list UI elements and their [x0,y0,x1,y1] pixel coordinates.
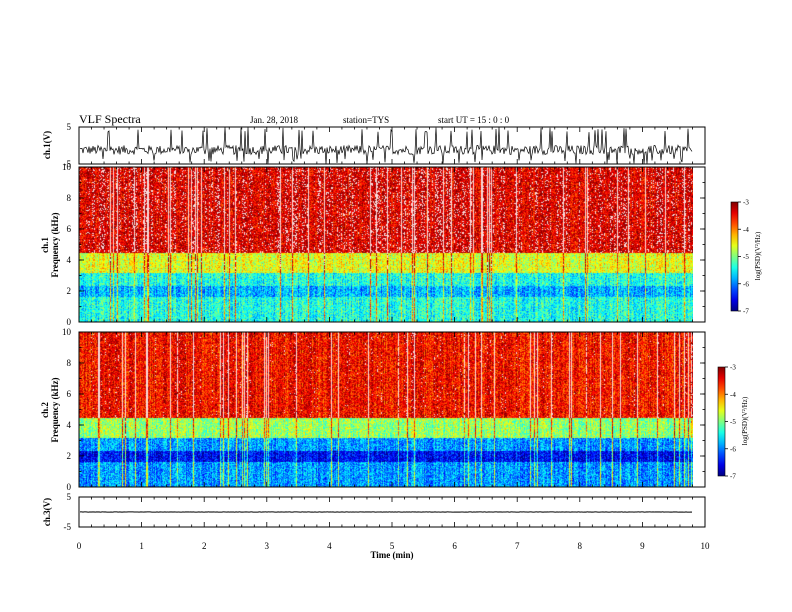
colorbar-tick-label: -5 [743,253,749,261]
y-tick-label: 5 [67,492,72,502]
x-tick-label: 3 [265,541,270,551]
colorbar-tick-label: -4 [743,226,749,234]
x-tick-label: 9 [640,541,645,551]
ch2-spectrogram-image [79,332,693,487]
x-tick-label: 5 [390,541,395,551]
y-tick-label: 4 [67,255,72,265]
x-tick-label: 8 [578,541,583,551]
x-tick-label: 4 [327,541,332,551]
colorbar-tick-label: -5 [730,418,736,426]
ch3-voltage-ylabel: ch.3(V) [42,498,52,526]
ch1-spectrogram-image [79,167,693,322]
x-tick-label: 6 [452,541,457,551]
x-tick-label: 0 [77,541,82,551]
station-label: station=TYS [343,115,389,125]
time-axis-label: Time (min) [370,550,413,560]
colorbar-tick-label: -3 [743,199,749,207]
ch1-colorbar-ticks: -3 -4 -5 -6 -7 [738,199,749,316]
y-tick-label: 2 [67,286,72,296]
ch1-spectrogram-image-holder [79,167,693,322]
y-tick-label: 5 [67,122,72,132]
ch1-spectrogram-ylabel-frequency: Frequency (kHz) [50,212,60,277]
colorbar-tick-label: -6 [743,280,749,288]
ch2-colorbar-gradient [717,366,726,477]
ch3-voltage-yticks: 5 -5 [64,492,705,532]
ch1-spectrogram-yticks: 0 2 4 6 8 10 [62,162,705,327]
y-tick-label: 6 [67,224,72,234]
y-tick-label: 10 [62,162,72,172]
y-tick-label: -5 [64,522,72,532]
ch1-voltage-yticks: 5 -5 [64,122,705,169]
start-ut-label: start UT = 15 : 0 : 0 [438,115,510,125]
y-tick-label: -5 [64,159,72,169]
colorbar-tick-label: -7 [730,473,736,481]
colorbar-tick-label: -4 [730,391,736,399]
ch1-colorbar-gradient [730,201,739,312]
ch2-spectrogram-yticks: 0 2 4 6 8 10 [62,327,705,492]
ch2-spectrogram-ylabel-channel: ch.2 [40,402,50,418]
y-tick-label: 2 [67,451,72,461]
ch2-spectrogram-image-holder [79,332,693,487]
ch1-voltage-panel: 5 -5 ch.1(V) [42,122,706,169]
ch1-colorbar-label: log(PSD)(V²/Hz) [754,231,762,280]
y-tick-label: 0 [67,482,72,492]
y-tick-label: 8 [67,358,72,368]
x-tick-label: 7 [515,541,520,551]
y-tick-label: 8 [67,193,72,203]
ch1-voltage-trace [79,127,693,165]
time-axis-ticks [78,127,706,527]
colorbar-tick-label: -3 [730,364,736,372]
ch1-spectrogram-panel: 0 2 4 6 8 10 ch.1 Frequency (kHz) [40,162,706,327]
colorbar-tick-label: -6 [730,445,736,453]
ch1-spectrogram-ylabel-channel: ch.1 [40,237,50,253]
x-tick-label: 1 [139,541,144,551]
ch2-colorbar-ticks: -3 -4 -5 -6 -7 [725,364,736,481]
colorbar-tick-label: -7 [743,308,749,316]
figure-title: VLF Spectra [79,112,141,126]
ch2-colorbar: -3 -4 -5 -6 -7 log(PSD)(V²/Hz) [717,364,749,481]
x-tick-label: 10 [701,541,711,551]
ch2-spectrogram-ylabel-frequency: Frequency (kHz) [50,377,60,442]
ch1-colorbar: -3 -4 -5 -6 -7 log(PSD)(V²/Hz) [730,199,762,316]
ch2-spectrogram-panel: 0 2 4 6 8 10 ch.2 Frequency (kHz) [40,327,706,492]
ch2-colorbar-label: log(PSD)(V²/Hz) [741,396,749,445]
y-tick-label: 6 [67,389,72,399]
ch1-voltage-ylabel: ch.1(V) [42,131,52,159]
time-axis-tick-labels: 0 1 2 3 4 5 6 7 8 9 10 [77,541,710,551]
y-tick-label: 10 [62,327,72,337]
y-tick-label: 4 [67,420,72,430]
x-tick-label: 2 [202,541,207,551]
date-label: Jan. 28, 2018 [250,115,298,125]
y-tick-label: 0 [67,317,72,327]
